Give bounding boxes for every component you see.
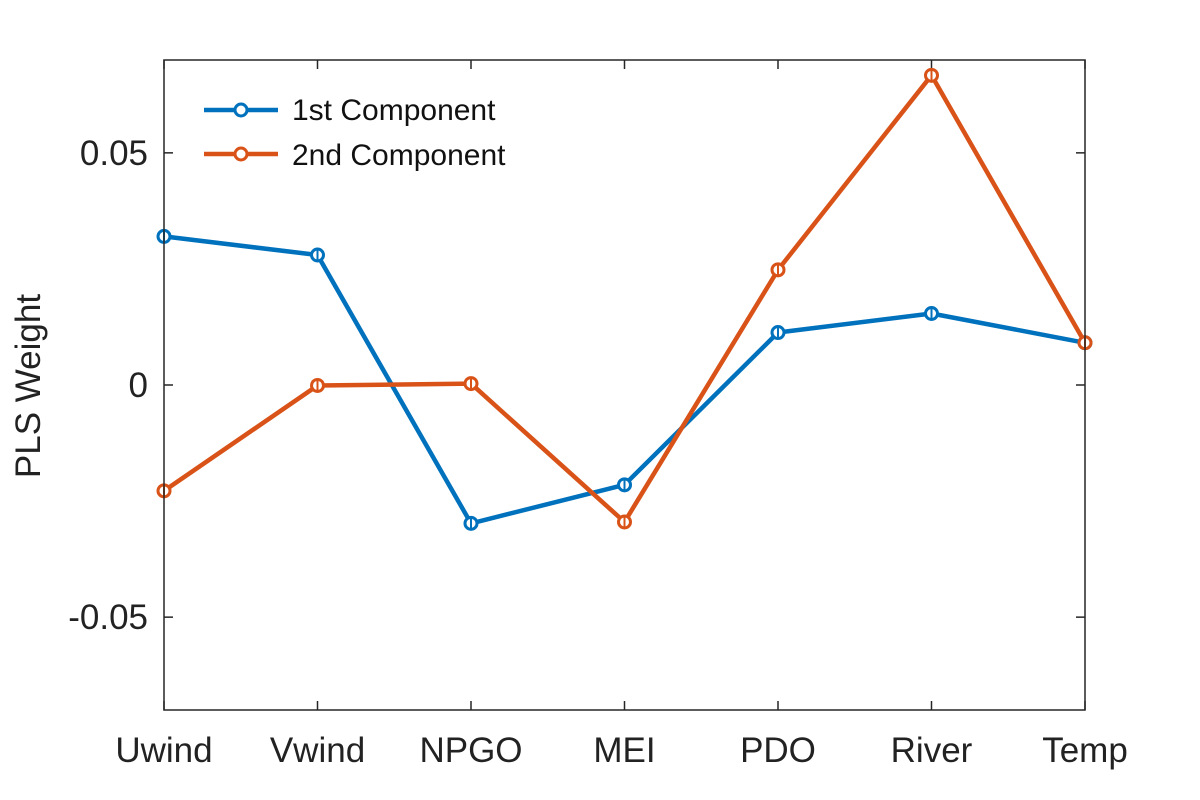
y-axis-label: PLS Weight (9, 294, 48, 478)
x-tick-label: PDO (740, 731, 816, 770)
x-tick-label: NPGO (419, 731, 522, 770)
x-tick-label: Vwind (270, 731, 365, 770)
x-tick-label: Uwind (115, 731, 212, 770)
x-tick-label: MEI (593, 731, 655, 770)
series-lines (156, 67, 1093, 531)
x-tick-labels: Uwind Vwind NPGO MEI PDO River Temp (115, 731, 1127, 770)
y-tick-label: 0.05 (80, 134, 148, 173)
legend-label-series-2: 2nd Component (292, 139, 506, 172)
x-tick-label: River (891, 731, 973, 770)
legend-marker-series-2 (233, 146, 249, 162)
series-2 (156, 67, 1093, 530)
y-tick-label: -0.05 (68, 598, 148, 637)
legend-marker-series-1 (233, 102, 249, 118)
y-tick-label: 0 (129, 366, 148, 405)
legend-label-series-1: 1st Component (292, 94, 496, 127)
y-tick-labels: -0.05 0 0.05 (68, 134, 148, 637)
x-tick-label: Temp (1042, 731, 1128, 770)
axis-ticks (163, 60, 1086, 710)
legend: 1st Component 2nd Component (204, 94, 506, 172)
plot-frame (163, 59, 1086, 711)
